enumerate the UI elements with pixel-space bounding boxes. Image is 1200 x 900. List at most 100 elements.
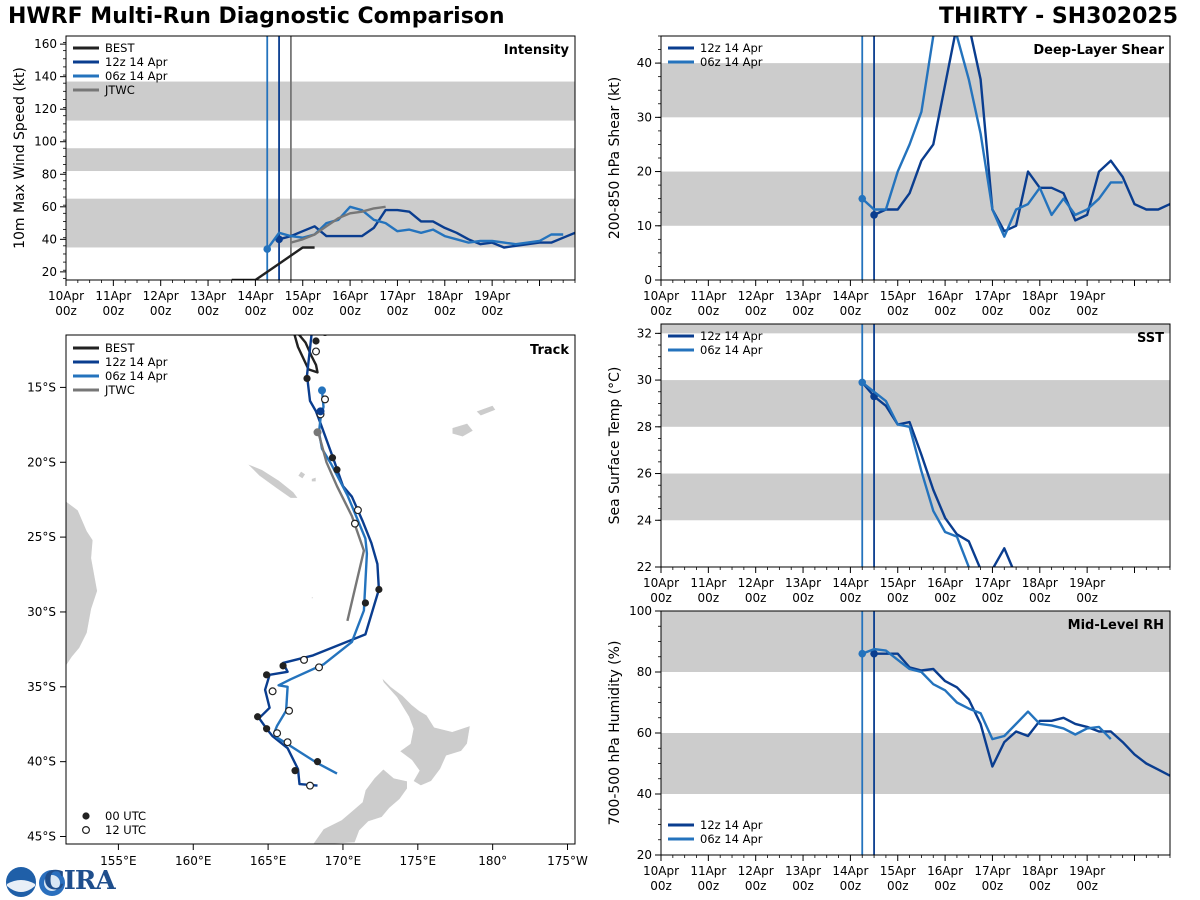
rh-title: Mid-Level RH <box>1068 618 1164 633</box>
rh-ytick-label: 80 <box>637 665 652 679</box>
track-marker-00utc <box>361 599 370 607</box>
sst-plot-area <box>661 324 1170 567</box>
track-marker-12utc <box>315 663 324 672</box>
shear-panel: 01020304010Apr00z11Apr00z12Apr00z13Apr00… <box>607 35 1171 318</box>
rh-xtick-day-label: 16Apr <box>927 864 963 878</box>
track-run-start-marker <box>313 428 322 437</box>
sst-xtick-day-label: 11Apr <box>690 576 726 590</box>
track-marker-00utc <box>263 725 271 733</box>
track-marker-00utc <box>303 374 311 383</box>
intensity-xtick-hour-label: 00z <box>292 304 314 318</box>
shear-xtick-hour-label: 00z <box>840 304 862 318</box>
intensity-ytick-label: 160 <box>34 37 57 51</box>
track-title: Track <box>530 343 569 358</box>
track-xtick-label: 180° <box>478 854 507 868</box>
track-marker-00utc <box>254 713 262 721</box>
sst-panel: 22242628303210Apr00z11Apr00z12Apr00z13Ap… <box>607 323 1171 605</box>
shear-ytick-label: 10 <box>637 219 652 233</box>
intensity-legend-label: JTWC <box>104 83 135 97</box>
sst-band <box>661 380 1170 427</box>
rh-band <box>661 611 1170 672</box>
sst-ytick-label: 24 <box>637 513 652 527</box>
legend-12utc-label: 12 UTC <box>105 823 146 837</box>
track-xtick-label: 155°E <box>100 854 137 868</box>
sst-xtick-hour-label: 00z <box>1076 591 1098 605</box>
intensity-series-jtwc <box>290 205 386 244</box>
shear-ytick-label: 40 <box>637 56 652 70</box>
sst-xtick-day-label: 10Apr <box>643 576 679 590</box>
sst-frame <box>660 323 1171 568</box>
shear-title: Deep-Layer Shear <box>1033 43 1164 58</box>
sst-xtick-hour-label: 00z <box>840 591 862 605</box>
track-legend-label: 12z 14 Apr <box>105 355 168 369</box>
shear-xtick-day-label: 11Apr <box>690 289 726 303</box>
intensity-panel: 2040608010012014016010Apr00z11Apr00z12Ap… <box>12 35 576 318</box>
shear-series-start-marker <box>870 211 878 219</box>
track-xtick-label: 175°W <box>547 854 588 868</box>
track-line-jtwc <box>316 428 366 622</box>
track-marker-12utc <box>322 335 328 337</box>
track-legend-label: 06z 14 Apr <box>105 369 168 383</box>
track-run-start-marker <box>317 386 326 395</box>
sst-xtick-hour-label: 00z <box>650 591 672 605</box>
intensity-xtick-day-label: 17Apr <box>379 289 415 303</box>
track-marker-12utc <box>300 655 309 664</box>
intensity-ytick-label: 20 <box>42 265 57 279</box>
sst-xtick-day-label: 17Apr <box>974 576 1010 590</box>
track-marker-12utc <box>350 519 359 528</box>
intensity-xtick-day-label: 10Apr <box>48 289 84 303</box>
intensity-frame <box>65 35 576 281</box>
sst-xtick-hour-label: 00z <box>982 591 1004 605</box>
track-marker-12utc <box>320 395 329 404</box>
rh-xtick-hour-label: 00z <box>982 879 1004 893</box>
sst-xtick-day-label: 14Apr <box>832 576 868 590</box>
rh-xtick-hour-label: 00z <box>1029 879 1051 893</box>
legend-00utc-marker <box>82 812 90 820</box>
track-marker-00utc <box>313 758 322 766</box>
rh-xtick-day-label: 18Apr <box>1022 864 1058 878</box>
intensity-ytick-label: 60 <box>42 200 57 214</box>
sst-xtick-day-label: 18Apr <box>1022 576 1058 590</box>
shear-series-start-marker <box>858 194 867 203</box>
shear-xtick-day-label: 15Apr <box>880 289 916 303</box>
rh-series-start-marker <box>870 649 878 658</box>
track-xtick-label: 175°E <box>400 854 437 868</box>
intensity-xtick-day-label: 15Apr <box>285 289 321 303</box>
shear-xtick-hour-label: 00z <box>934 304 956 318</box>
sst-xtick-hour-label: 00z <box>792 591 814 605</box>
intensity-xtick-hour-label: 00z <box>245 304 267 318</box>
track-ytick-label: 25°S <box>27 530 56 544</box>
shear-xtick-hour-label: 00z <box>792 304 814 318</box>
rh-band <box>661 733 1170 794</box>
shear-xtick-day-label: 10Apr <box>643 289 679 303</box>
sst-xtick-day-label: 12Apr <box>738 576 774 590</box>
shear-series-06z-14-apr <box>861 36 1123 238</box>
rh-xtick-hour-label: 00z <box>698 879 720 893</box>
intensity-xtick-day-label: 13Apr <box>190 289 226 303</box>
sst-xtick-hour-label: 00z <box>934 591 956 605</box>
shear-legend-label: 06z 14 Apr <box>700 55 763 69</box>
track-marker-12utc <box>273 729 282 738</box>
intensity-ylabel: 10m Max Wind Speed (kt) <box>12 67 28 249</box>
intensity-xtick-day-label: 14Apr <box>237 289 273 303</box>
intensity-plot-area <box>66 36 575 280</box>
rh-xtick-hour-label: 00z <box>745 879 767 893</box>
sst-ytick-label: 32 <box>637 326 652 340</box>
intensity-ytick-label: 140 <box>34 70 57 84</box>
intensity-xtick-hour-label: 00z <box>197 304 219 318</box>
rh-xtick-hour-label: 00z <box>650 879 672 893</box>
page-title: HWRF Multi-Run Diagnostic Comparison <box>8 4 505 29</box>
sst-ylabel: Sea Surface Temp (°C) <box>607 367 623 525</box>
land-loyalty <box>297 470 306 480</box>
track-marker-00utc <box>328 454 337 462</box>
land-australia <box>66 500 98 667</box>
track-marker-12utc <box>312 347 321 356</box>
rh-legend-label: 06z 14 Apr <box>700 832 763 846</box>
intensity-legend-label: BEST <box>105 41 135 55</box>
track-line-12z-14-apr <box>257 335 381 787</box>
intensity-xtick-hour-label: 00z <box>150 304 172 318</box>
rh-xtick-hour-label: 00z <box>1076 879 1098 893</box>
sst-xtick-day-label: 13Apr <box>785 576 821 590</box>
rh-series-12z-14-apr <box>874 652 1170 777</box>
intensity-xtick-hour-label: 00z <box>55 304 77 318</box>
